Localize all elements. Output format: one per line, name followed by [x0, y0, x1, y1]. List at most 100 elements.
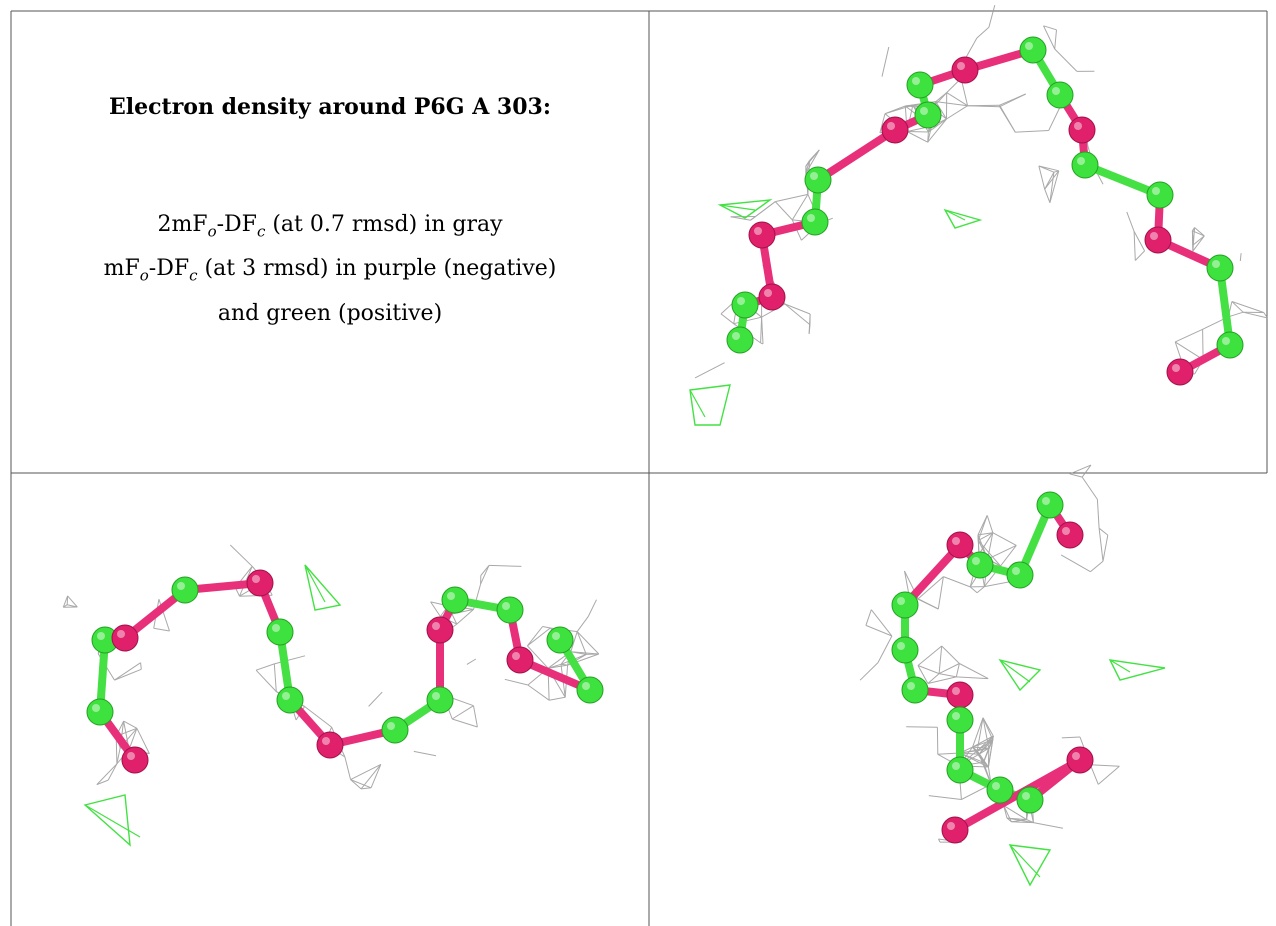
atom — [892, 592, 918, 618]
caption-line: and green (positive) — [11, 295, 649, 333]
mesh-edge — [1134, 231, 1135, 260]
caption: 2mFo-DFc (at 0.7 rmsd) in gray mFo-DFc (… — [11, 206, 649, 333]
atom-highlight — [447, 592, 455, 600]
mesh-edge — [1127, 212, 1134, 232]
caption-line: mFo-DFc (at 3 rmsd) in purple (negative) — [11, 250, 649, 294]
atom-highlight — [947, 822, 955, 830]
mesh-edge — [1055, 49, 1077, 71]
atom — [1167, 359, 1193, 385]
atom — [1037, 492, 1063, 518]
mesh-edge — [695, 363, 725, 378]
atom-highlight — [252, 575, 260, 583]
mesh-edge — [939, 674, 956, 677]
text: (at 0.7 rmsd) in gray — [265, 212, 502, 237]
atom-highlight — [1150, 232, 1158, 240]
mesh-edge — [1134, 231, 1145, 251]
atom — [732, 292, 758, 318]
atom-highlight — [957, 62, 965, 70]
atom-highlight — [1042, 497, 1050, 505]
atom-highlight — [1077, 157, 1085, 165]
atom-highlight — [127, 752, 135, 760]
mesh-edge — [987, 515, 993, 532]
mesh-edge — [1098, 766, 1119, 784]
atom-highlight — [907, 682, 915, 690]
mesh-edge — [1232, 302, 1264, 313]
mesh-edge — [274, 656, 305, 664]
mesh-edge — [543, 627, 551, 629]
molecule-renderings — [63, 5, 1267, 885]
mesh-edge — [577, 617, 588, 632]
mesh-edge — [1228, 312, 1243, 317]
mesh-edge — [1015, 131, 1048, 133]
atom — [122, 747, 148, 773]
atom — [1017, 787, 1043, 813]
atom — [442, 587, 468, 613]
mesh-edge — [588, 600, 596, 617]
atom-highlight — [432, 692, 440, 700]
mesh-edge — [977, 587, 984, 593]
atom-highlight — [807, 214, 815, 222]
mesh-edge — [918, 666, 939, 674]
atom — [1217, 332, 1243, 358]
atom-highlight — [1152, 187, 1160, 195]
mesh-edge — [256, 664, 274, 670]
atom-highlight — [1212, 260, 1220, 268]
positive-density — [1110, 660, 1165, 680]
atom — [427, 687, 453, 713]
atom — [247, 570, 273, 596]
page: {"header": {"title": "Electron density a… — [0, 0, 1276, 926]
mesh-edge — [866, 610, 871, 626]
atom — [749, 222, 775, 248]
mesh-edge — [939, 664, 959, 674]
atom — [947, 682, 973, 708]
mesh-edge — [928, 132, 929, 142]
atom — [1020, 37, 1046, 63]
figure-grid — [0, 0, 1276, 926]
mesh-edge — [351, 780, 362, 789]
mesh-edge — [956, 677, 988, 679]
bond — [818, 130, 895, 180]
atom — [172, 577, 198, 603]
positive-density — [1010, 845, 1040, 877]
atom — [987, 777, 1013, 803]
atom-highlight — [432, 622, 440, 630]
molecule-panel — [860, 465, 1119, 843]
atom-highlight — [177, 582, 185, 590]
atom — [87, 699, 113, 725]
mesh-edge — [1061, 555, 1090, 572]
atom-highlight — [1222, 337, 1230, 345]
mesh-edge — [345, 757, 351, 780]
text: and green (positive) — [218, 301, 442, 326]
mesh-edge — [361, 764, 381, 789]
mesh-edge — [505, 679, 528, 685]
atom-highlight — [1052, 87, 1060, 95]
atom-highlight — [912, 77, 920, 85]
atom — [942, 817, 968, 843]
atom-highlight — [1012, 567, 1020, 575]
mesh-edge — [942, 646, 960, 664]
mesh-edge — [414, 751, 436, 755]
atom-highlight — [732, 332, 740, 340]
mesh-edge — [965, 38, 977, 60]
atom-highlight — [97, 632, 105, 640]
atom — [507, 647, 533, 673]
mesh-edge — [1135, 251, 1144, 261]
atom — [1069, 117, 1095, 143]
atom — [382, 717, 408, 743]
atom — [1145, 227, 1171, 253]
table-borders — [11, 11, 1267, 926]
mesh-edge — [369, 692, 383, 706]
mesh-edge — [1195, 228, 1205, 236]
mesh-edge — [785, 304, 810, 314]
positive-density — [305, 565, 340, 610]
atom — [1057, 522, 1083, 548]
positive-density — [85, 795, 130, 845]
mesh-edge — [943, 577, 970, 587]
mesh-edge — [474, 706, 478, 727]
mesh-edge — [989, 5, 995, 27]
mesh-edge — [1099, 528, 1108, 535]
mesh-edge — [906, 727, 937, 728]
mesh-edge — [1090, 765, 1119, 767]
atom-highlight — [92, 704, 100, 712]
title: Electron density around P6G A 303: — [11, 94, 649, 120]
